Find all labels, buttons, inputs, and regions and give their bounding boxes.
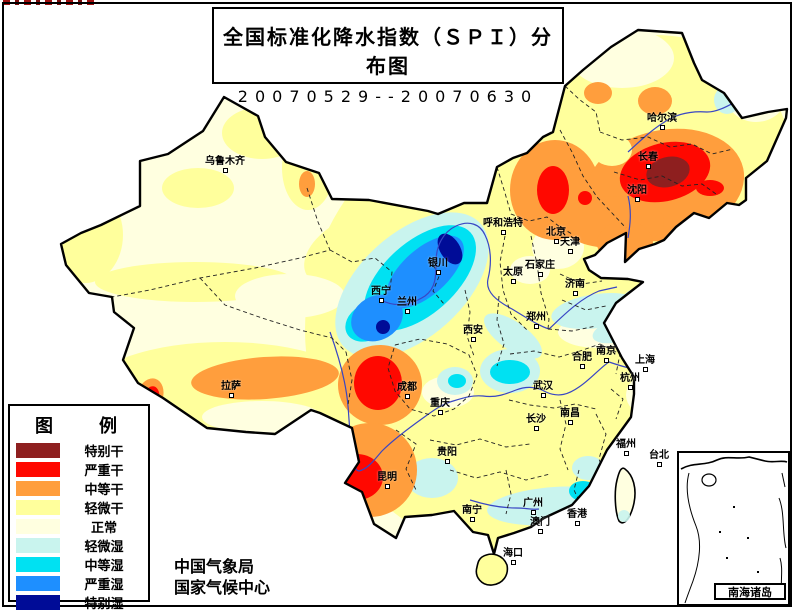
legend-swatch <box>16 576 60 591</box>
hainan-island <box>475 553 509 586</box>
credits-line2: 国家气候中心 <box>174 578 271 597</box>
legend-title: 图 例 <box>35 416 131 437</box>
legend-label: 中等干 <box>84 483 124 498</box>
legend-item: 严重湿 <box>16 575 148 593</box>
extreme-dry-core <box>646 156 690 188</box>
legend-item: 特别湿 <box>16 594 148 610</box>
credits-line1: 中国气象局 <box>174 557 255 576</box>
legend-swatch <box>16 557 60 572</box>
inset-east-coastlines <box>778 472 787 599</box>
map-title: 全国标准化降水指数（ＳＰＩ）分布图 <box>223 25 553 78</box>
legend-label: 特别湿 <box>84 597 124 610</box>
legend-label: 严重干 <box>84 464 124 479</box>
inset-vietnam-coast <box>684 472 701 604</box>
legend-items: 特别干严重干中等干轻微干正常轻微湿中等湿严重湿特别湿 <box>10 442 148 610</box>
legend-label: 严重湿 <box>84 578 124 593</box>
legend-swatch <box>16 538 60 553</box>
map-date-range: 20070529--20070630 <box>237 87 539 106</box>
taiwan-island <box>614 467 636 524</box>
legend-swatch <box>16 595 60 610</box>
legend-swatch <box>16 462 60 477</box>
rivers <box>329 98 742 510</box>
inset-label: 南海诸岛 <box>714 583 786 600</box>
title-box: 全国标准化降水指数（ＳＰＩ）分布图 20070529--20070630 <box>212 7 564 106</box>
legend-label: 轻微干 <box>84 502 124 517</box>
legend-item: 中等干 <box>16 480 148 498</box>
credits: 中国气象局 国家气候中心 <box>174 556 270 598</box>
legend-swatch <box>16 519 60 534</box>
legend-item: 中等湿 <box>16 556 148 574</box>
legend-swatch <box>16 481 60 496</box>
inset-guangdong-coast <box>680 456 788 470</box>
legend-item: 轻微干 <box>16 499 148 517</box>
south-china-sea-inset: 南海诸岛 <box>677 451 790 606</box>
legend-item: 特别干 <box>16 442 148 460</box>
legend-label: 中等湿 <box>84 559 124 574</box>
inset-island-dots <box>719 506 759 590</box>
taiwan-south-wet-patch <box>618 510 630 522</box>
legend-item: 轻微湿 <box>16 537 148 555</box>
legend-label: 轻微湿 <box>84 540 124 555</box>
mild-dry-gap <box>592 134 632 166</box>
extreme-wet <box>376 233 463 334</box>
legend-label: 特别干 <box>84 445 124 460</box>
inset-hainan <box>701 473 717 487</box>
legend-item: 正常 <box>16 518 148 536</box>
legend-swatch <box>16 500 60 515</box>
legend-item: 严重干 <box>16 461 148 479</box>
legend-swatch <box>16 443 60 458</box>
inset-map <box>680 456 788 604</box>
clipped-red-text-fragment <box>3 0 99 5</box>
legend-label: 正常 <box>90 521 117 536</box>
